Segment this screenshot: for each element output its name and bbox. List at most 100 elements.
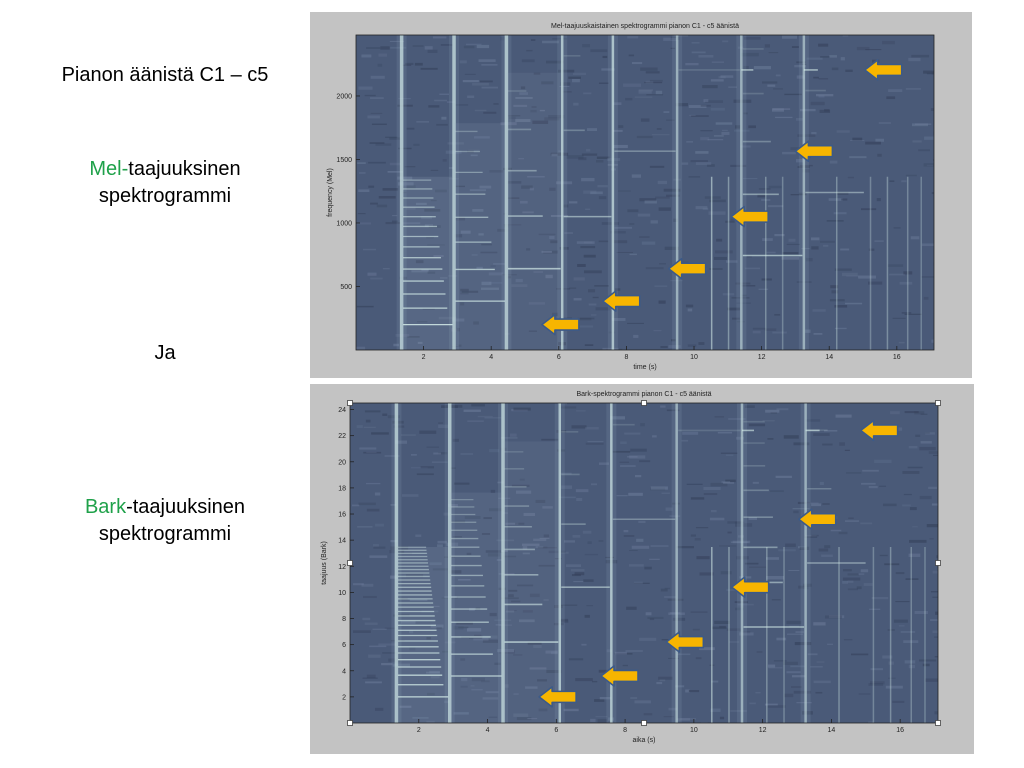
noise-speck	[623, 529, 629, 533]
noise-speck	[387, 415, 401, 419]
noise-speck	[401, 191, 407, 194]
noise-speck	[550, 152, 569, 156]
noise-speck	[841, 198, 848, 201]
noise-speck	[631, 174, 642, 178]
noise-speck	[411, 270, 429, 273]
streak	[906, 176, 909, 350]
noise-speck	[399, 705, 412, 708]
noise-speck	[473, 637, 489, 641]
noise-speck	[371, 123, 387, 126]
noise-speck	[699, 647, 715, 651]
noise-speck	[721, 129, 728, 131]
noise-speck	[649, 165, 665, 168]
noise-speck	[543, 599, 549, 601]
noise-speck	[702, 85, 718, 89]
noise-speck	[395, 440, 408, 444]
noise-speck	[645, 71, 660, 74]
noise-speck	[757, 194, 766, 198]
noise-speck	[865, 49, 882, 51]
noise-speck	[372, 544, 379, 547]
noise-speck	[827, 643, 834, 645]
noise-speck	[545, 650, 558, 654]
noise-speck	[774, 233, 785, 237]
noise-speck	[500, 122, 517, 126]
noise-speck	[385, 136, 398, 139]
noise-speck	[453, 482, 470, 485]
noise-speck	[932, 570, 938, 574]
noise-speck	[715, 122, 733, 125]
noise-speck	[731, 317, 740, 320]
noise-speck	[570, 569, 585, 572]
noise-speck	[520, 86, 526, 90]
noise-speck	[401, 620, 416, 624]
noise-speck	[358, 171, 366, 174]
noise-speck	[518, 619, 535, 623]
chart-title: Mel-taajuuskaistainen spektrogrammi pian…	[551, 23, 739, 30]
noise-speck	[858, 573, 865, 575]
noise-speck	[819, 481, 824, 486]
noise-speck	[430, 199, 437, 202]
noise-speck	[548, 115, 565, 119]
noise-speck	[508, 116, 516, 120]
noise-speck	[660, 405, 666, 408]
noise-speck	[440, 44, 453, 46]
noise-speck	[437, 540, 447, 544]
noise-speck	[695, 206, 708, 210]
x-tick-label: 16	[896, 727, 904, 734]
noise-speck	[776, 408, 789, 411]
noise-speck	[476, 44, 490, 49]
noise-speck	[618, 190, 631, 192]
noise-speck	[692, 628, 700, 631]
noise-speck	[598, 240, 609, 243]
noise-speck	[753, 66, 771, 70]
noise-speck	[664, 587, 671, 590]
noise-speck	[908, 664, 915, 669]
noise-speck	[569, 287, 577, 290]
noise-speck	[369, 142, 385, 144]
noise-speck	[640, 118, 650, 122]
noise-speck	[487, 553, 500, 557]
noise-speck	[455, 104, 469, 106]
noise-speck	[688, 689, 700, 693]
noise-speck	[591, 680, 598, 683]
noise-speck	[673, 35, 689, 37]
noise-speck	[357, 213, 366, 215]
noise-speck	[715, 250, 733, 254]
noise-speck	[417, 341, 423, 344]
noise-speck	[420, 466, 435, 469]
noise-speck	[442, 159, 447, 162]
noise-speck	[375, 143, 392, 146]
noise-speck	[541, 250, 552, 253]
noise-speck	[801, 247, 810, 250]
noise-speck	[656, 682, 663, 685]
noise-speck	[664, 596, 677, 598]
noise-speck	[521, 59, 535, 63]
noise-speck	[664, 246, 679, 250]
noise-speck	[511, 484, 530, 487]
noise-speck	[811, 132, 817, 135]
noise-speck	[541, 81, 554, 85]
noise-speck	[533, 72, 541, 75]
note-body	[401, 176, 453, 350]
noise-speck	[743, 36, 761, 40]
noise-speck	[919, 495, 932, 500]
noise-speck	[833, 212, 847, 215]
noise-speck	[522, 610, 533, 613]
noise-speck	[579, 317, 595, 320]
noise-speck	[933, 159, 934, 161]
noise-speck	[376, 204, 388, 208]
noise-speck	[813, 332, 823, 335]
noise-speck	[741, 294, 747, 297]
noise-speck	[518, 158, 525, 160]
noise-speck	[412, 717, 429, 719]
noise-speck	[677, 653, 691, 656]
noise-speck	[675, 685, 685, 688]
noise-speck	[533, 538, 547, 542]
noise-speck	[631, 62, 643, 65]
noise-speck	[583, 241, 593, 244]
noise-speck	[398, 147, 412, 150]
noise-speck	[685, 304, 694, 308]
noise-speck	[700, 130, 713, 132]
noise-speck	[786, 620, 802, 625]
